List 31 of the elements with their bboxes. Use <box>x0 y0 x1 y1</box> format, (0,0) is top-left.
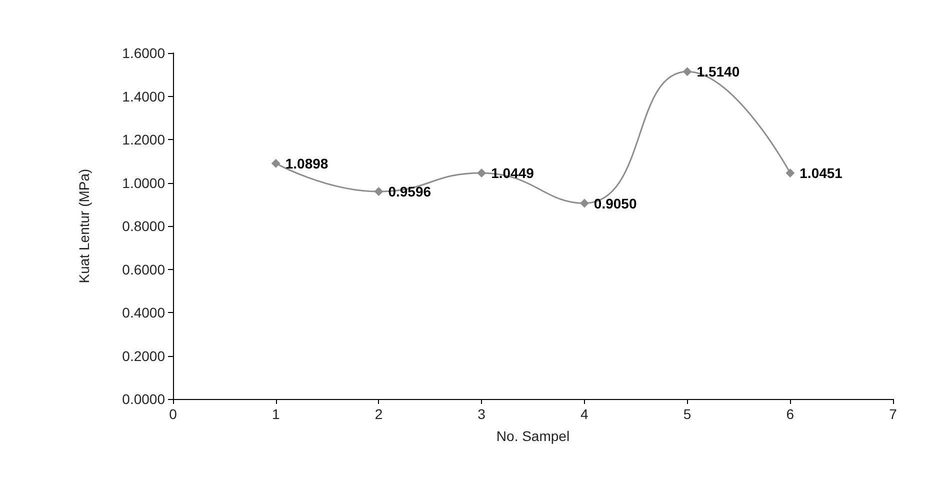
point <box>786 168 795 178</box>
y-axis-title: Kuat Lentur (MPa) <box>76 168 92 284</box>
y-tick-label: 1.0000 <box>122 174 166 191</box>
data-label: 1.0451 <box>800 164 843 181</box>
y-tick-label: 0.0000 <box>122 391 166 407</box>
x-tick-label: 1 <box>272 406 280 422</box>
y-tick-label: 0.2000 <box>122 348 166 364</box>
y-tick-label: 1.6000 <box>122 45 166 61</box>
x-axis-title: No. Sampel <box>496 428 570 444</box>
x-tick-label: 7 <box>889 406 898 422</box>
data-label: 1.0898 <box>285 155 328 172</box>
point <box>580 198 589 208</box>
x-tick-label: 3 <box>478 406 486 422</box>
x-tick-label: 2 <box>374 406 383 422</box>
y-tick-label: 1.2000 <box>122 132 166 148</box>
y-tick-label: 1.4000 <box>122 88 166 104</box>
x-tick-label: 4 <box>580 406 589 422</box>
point <box>374 186 384 196</box>
data-label: 0.9596 <box>388 183 432 200</box>
point <box>477 168 486 178</box>
data-label: 1.0449 <box>491 165 534 182</box>
x-tick-label: 6 <box>786 406 794 422</box>
x-tick-label: 5 <box>683 406 692 422</box>
y-tick-label: 0.8000 <box>122 218 166 234</box>
data-label: 1.5140 <box>696 64 740 80</box>
data-label: 0.9050 <box>594 195 637 212</box>
y-tick-label: 0.4000 <box>122 304 166 320</box>
x-tick-label: 0 <box>169 406 178 422</box>
y-tick-label: 0.6000 <box>122 261 166 278</box>
point <box>682 67 692 76</box>
point <box>271 158 280 168</box>
